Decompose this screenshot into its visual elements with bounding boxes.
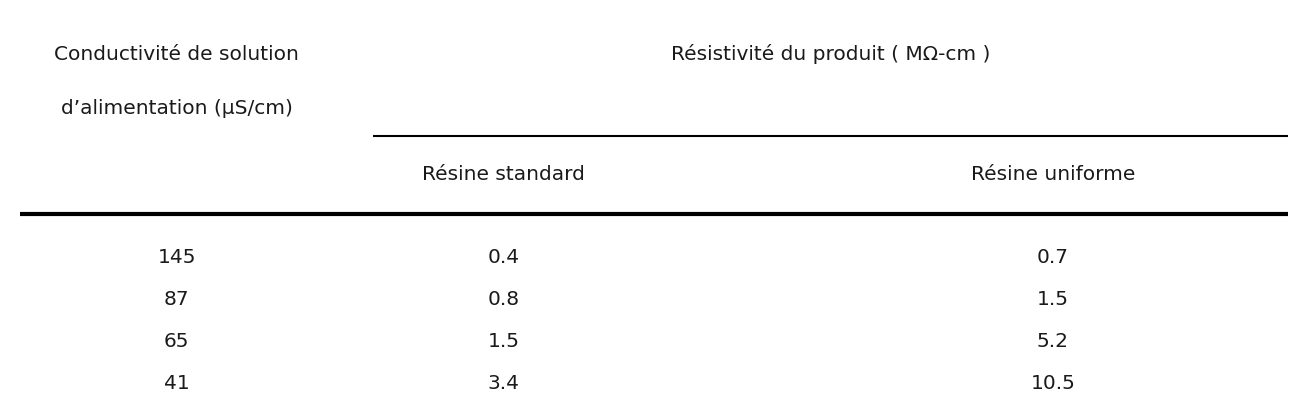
Text: 0.4: 0.4: [488, 247, 519, 266]
Text: 145: 145: [157, 247, 196, 266]
Text: d’alimentation (µS/cm): d’alimentation (µS/cm): [60, 99, 293, 118]
Text: 65: 65: [164, 331, 190, 350]
Text: 87: 87: [164, 289, 190, 308]
Text: 5.2: 5.2: [1037, 331, 1069, 350]
Text: Résine standard: Résine standard: [422, 165, 585, 184]
Text: Conductivité de solution: Conductivité de solution: [54, 45, 300, 64]
Text: 41: 41: [164, 373, 190, 393]
Text: Résine uniforme: Résine uniforme: [971, 165, 1135, 184]
Text: 3.4: 3.4: [488, 373, 519, 393]
Text: Résistivité du produit ( MΩ-cm ): Résistivité du produit ( MΩ-cm ): [671, 44, 990, 64]
Text: 0.8: 0.8: [488, 289, 519, 308]
Text: 1.5: 1.5: [488, 331, 519, 350]
Text: 1.5: 1.5: [1037, 289, 1069, 308]
Text: 0.7: 0.7: [1037, 247, 1069, 266]
Text: 10.5: 10.5: [1031, 373, 1075, 393]
